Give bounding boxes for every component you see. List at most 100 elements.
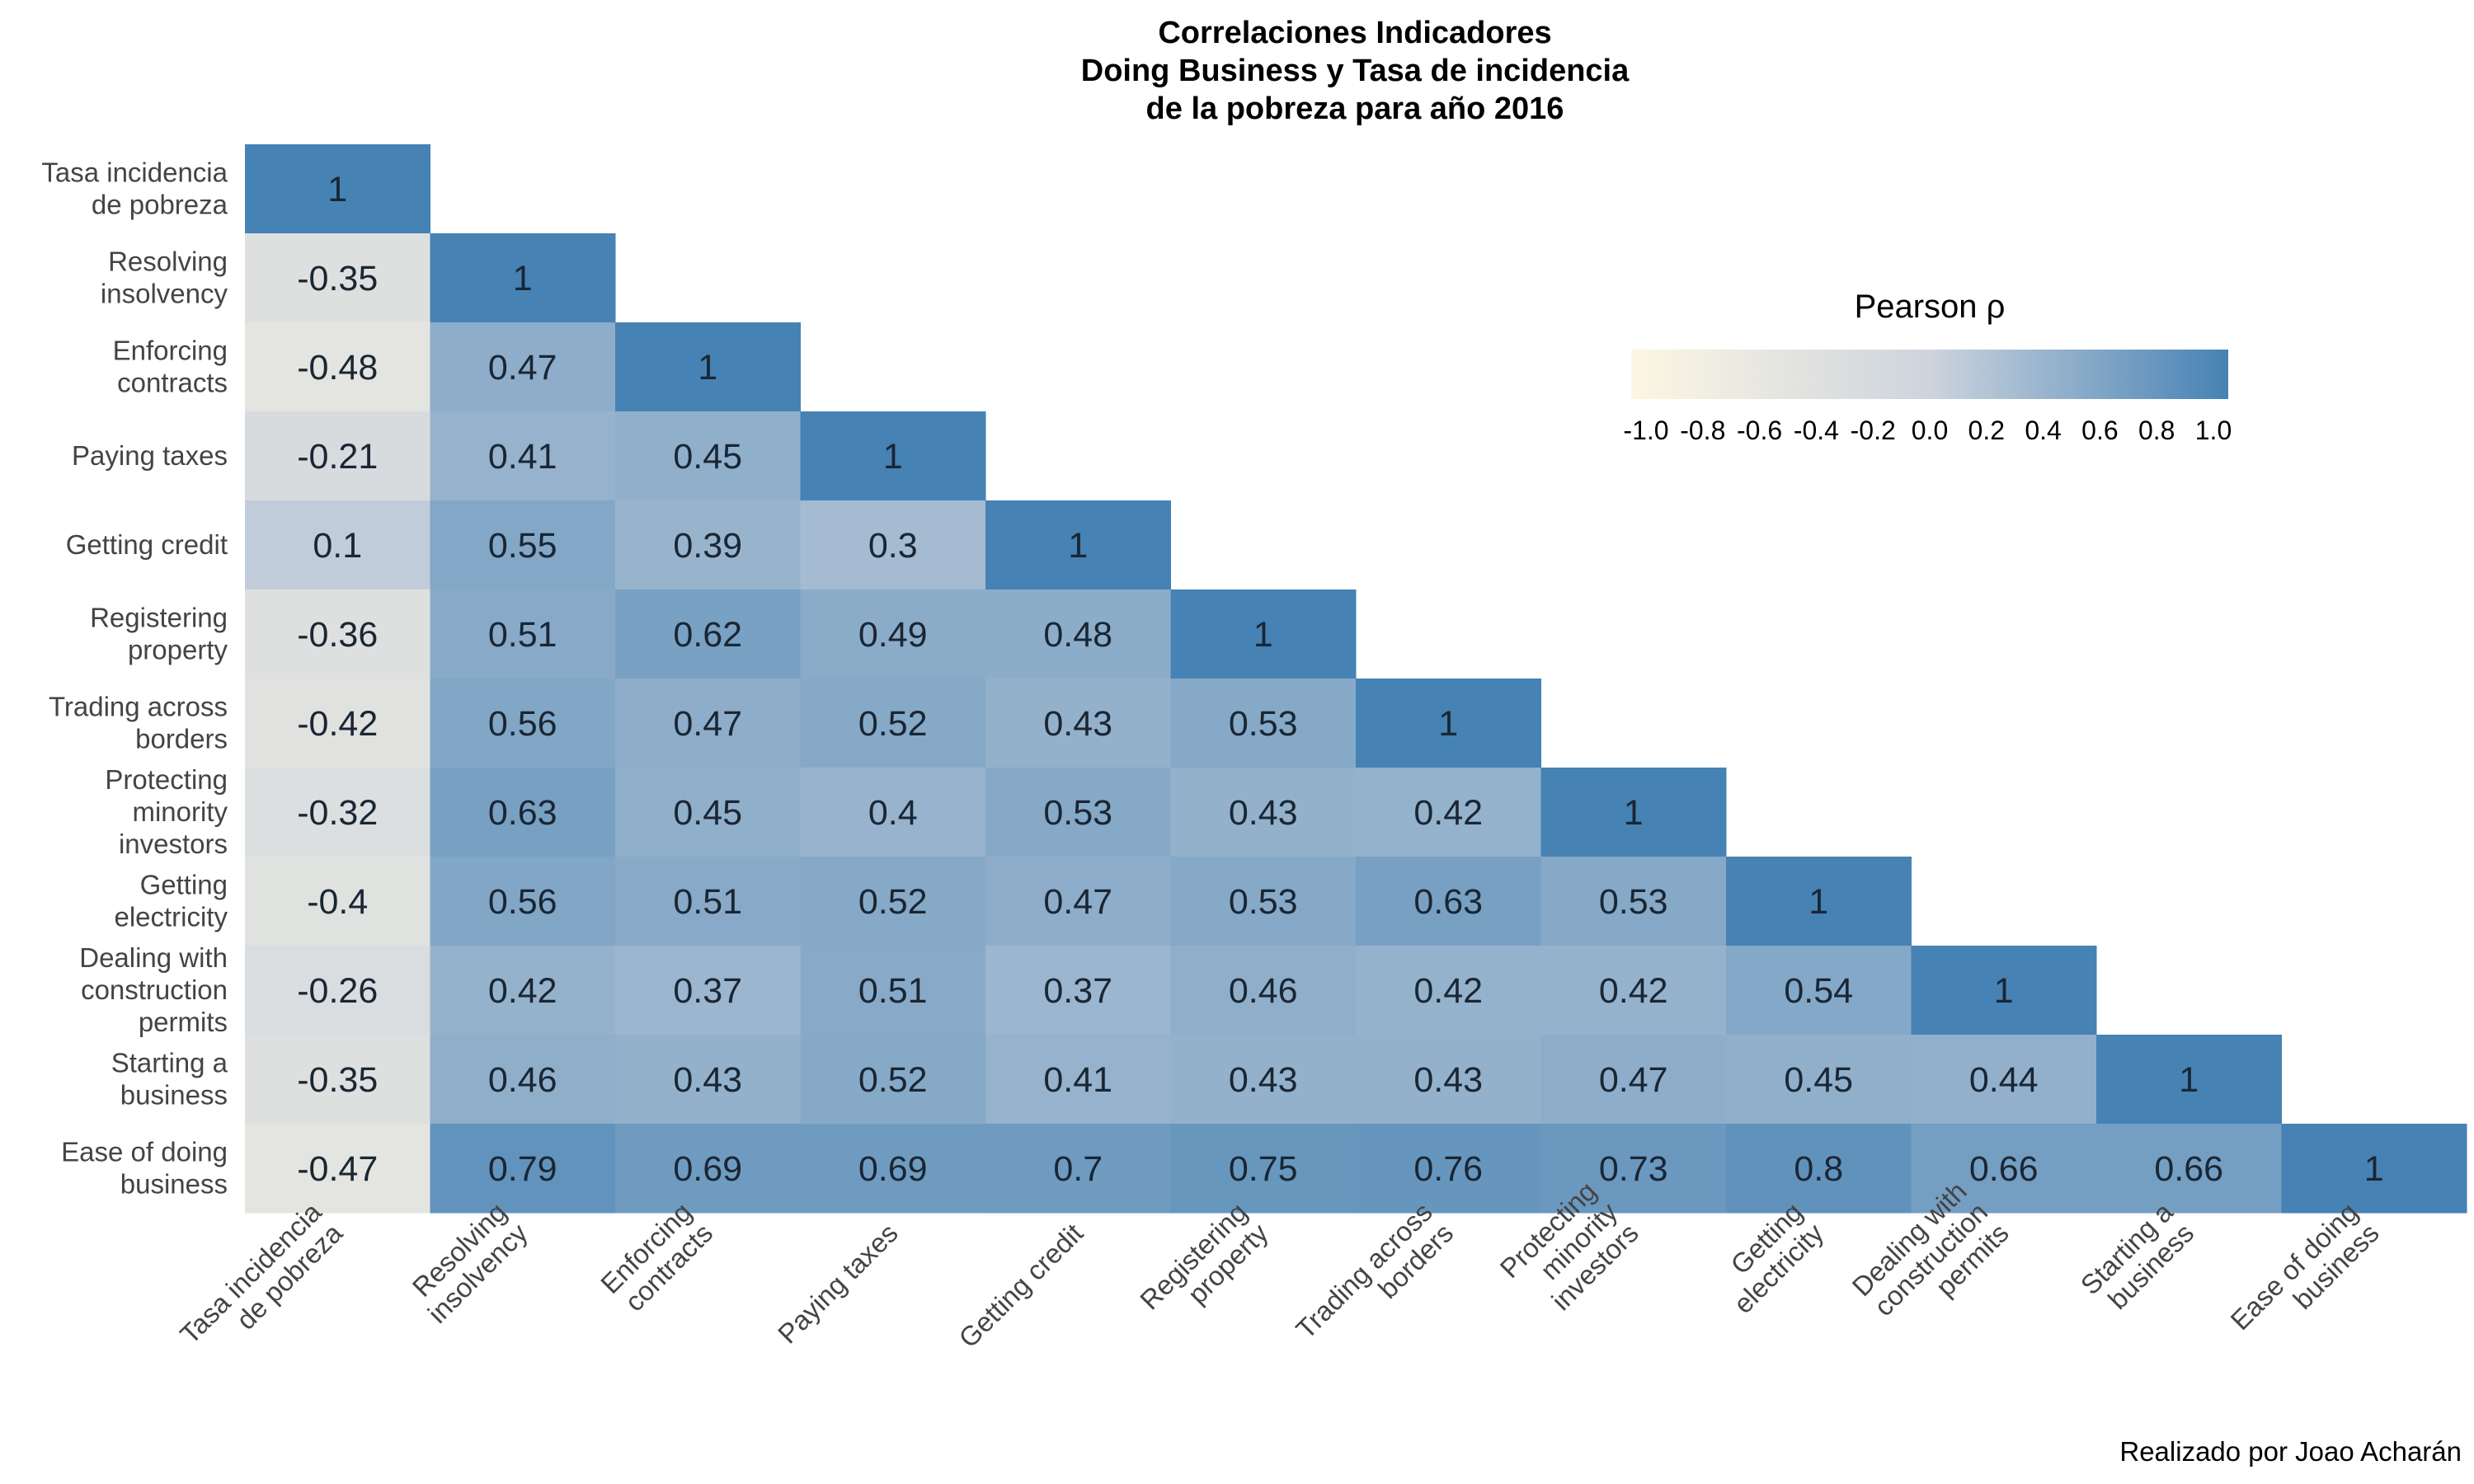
cell-value-label: -0.47 bbox=[297, 1149, 378, 1189]
heatmap-cell bbox=[800, 1035, 986, 1125]
heatmap-cell bbox=[245, 857, 430, 946]
cell-value-label: 0.45 bbox=[1784, 1060, 1853, 1100]
cell-value-label: 1 bbox=[1438, 704, 1458, 744]
heatmap-cell bbox=[1356, 679, 1541, 768]
chart-title-line: de la pobreza para año 2016 bbox=[1146, 92, 1564, 126]
heatmap-cell bbox=[800, 411, 986, 501]
cell-value-label: 0.43 bbox=[1043, 704, 1112, 744]
heatmap-cell bbox=[1540, 1124, 1727, 1214]
cell-value-label: 0.43 bbox=[1229, 1060, 1298, 1100]
cell-value-label: -0.21 bbox=[297, 437, 378, 477]
chart-caption: Realizado por Joao Acharán bbox=[2119, 1436, 2462, 1467]
cell-value-label: 0.55 bbox=[488, 526, 557, 566]
heatmap-cell bbox=[245, 144, 430, 234]
cell-value-label: 1 bbox=[1068, 526, 1088, 566]
cell-value-label: 0.42 bbox=[488, 971, 557, 1011]
heatmap-cell bbox=[2096, 1124, 2282, 1214]
heatmap-cell bbox=[615, 857, 801, 946]
heatmap-cell bbox=[615, 411, 801, 501]
cell-value-label: 0.46 bbox=[1229, 971, 1298, 1011]
cell-value-label: 0.48 bbox=[1043, 615, 1112, 655]
heatmap-cell bbox=[1540, 946, 1727, 1036]
heatmap-cell bbox=[985, 857, 1171, 946]
row-label: electricity bbox=[114, 902, 228, 932]
heatmap-cell bbox=[615, 1035, 801, 1125]
cell-value-label: 1 bbox=[2364, 1149, 2384, 1189]
cell-value-label: 0.41 bbox=[488, 437, 557, 477]
cell-value-label: 0.7 bbox=[1053, 1149, 1103, 1189]
heatmap-cell bbox=[615, 589, 801, 679]
cell-value-label: 0.79 bbox=[488, 1149, 557, 1189]
heatmap-cell bbox=[1356, 857, 1541, 946]
heatmap-cell bbox=[1356, 768, 1541, 857]
cell-value-label: 0.54 bbox=[1784, 971, 1853, 1011]
row-label: Registering bbox=[90, 603, 228, 633]
cell-value-label: 0.42 bbox=[1599, 971, 1668, 1011]
row-label: property bbox=[128, 635, 228, 665]
cell-value-label: 0.73 bbox=[1599, 1149, 1668, 1189]
row-label: business bbox=[120, 1080, 228, 1111]
heatmap-cell bbox=[800, 857, 986, 946]
heatmap-cell bbox=[1540, 768, 1727, 857]
row-label: minority bbox=[132, 796, 228, 827]
cell-value-label: 0.1 bbox=[313, 526, 362, 566]
cell-value-label: 0.53 bbox=[1229, 704, 1298, 744]
cell-value-label: 0.43 bbox=[1229, 793, 1298, 833]
cell-value-label: -0.35 bbox=[297, 1060, 378, 1100]
heatmap-cell bbox=[615, 679, 801, 768]
column-label-line: Getting credit bbox=[952, 1218, 1089, 1354]
heatmap-cell bbox=[245, 1035, 430, 1125]
cell-value-label: 0.37 bbox=[1043, 971, 1112, 1011]
cell-value-label: 0.47 bbox=[488, 348, 557, 387]
cell-value-label: 0.43 bbox=[1413, 1060, 1483, 1100]
chart-title-line: Doing Business y Tasa de incidencia bbox=[1081, 54, 1630, 88]
cell-value-label: 0.66 bbox=[1969, 1149, 2039, 1189]
row-label: permits bbox=[139, 1007, 228, 1037]
cell-value-label: 1 bbox=[513, 259, 533, 298]
heatmap-cell bbox=[985, 589, 1171, 679]
cell-value-label: 0.41 bbox=[1043, 1060, 1112, 1100]
cell-value-label: 0.43 bbox=[673, 1060, 742, 1100]
cell-value-label: 0.63 bbox=[1413, 882, 1483, 922]
cell-value-label: 0.63 bbox=[488, 793, 557, 833]
row-label: Resolving bbox=[108, 247, 228, 277]
heatmap-cell bbox=[1540, 857, 1727, 946]
heatmap-cell bbox=[985, 946, 1171, 1036]
cell-value-label: -0.26 bbox=[297, 971, 378, 1011]
row-label: investors bbox=[119, 829, 228, 859]
heatmap-cell bbox=[430, 1124, 616, 1214]
cell-value-label: -0.32 bbox=[297, 793, 378, 833]
legend-tick-label: 0.8 bbox=[2138, 416, 2175, 445]
heatmap-cell bbox=[245, 1124, 430, 1214]
heatmap-cell bbox=[985, 1124, 1171, 1214]
cell-value-label: 1 bbox=[327, 170, 347, 209]
cell-value-label: 0.69 bbox=[673, 1149, 742, 1189]
cell-value-label: 0.39 bbox=[673, 526, 742, 566]
heatmap-cell bbox=[1170, 1124, 1357, 1214]
heatmap-cells: 1-0.35 1-0.48 0.47 1-0.21 0.41 0.45 10.1 0.55 0.… bbox=[245, 144, 2467, 1214]
heatmap-cell bbox=[800, 768, 986, 857]
row-label: Getting bbox=[140, 870, 228, 900]
heatmap-cell bbox=[1170, 589, 1357, 679]
heatmap-cell bbox=[430, 768, 616, 857]
row-label: Starting a bbox=[111, 1048, 228, 1078]
cell-value-label: 1 bbox=[1808, 882, 1828, 922]
heatmap-cell bbox=[985, 1035, 1171, 1125]
legend-tick-label: 0.0 bbox=[1912, 416, 1948, 445]
row-label: Ease of doing bbox=[61, 1137, 228, 1167]
cell-value-label: 0.47 bbox=[1599, 1060, 1668, 1100]
column-label: Getting credit bbox=[952, 1218, 1089, 1354]
chart-title: Correlaciones Indicadores Doing Business … bbox=[1081, 16, 1630, 126]
cell-value-label: 0.45 bbox=[673, 793, 742, 833]
cell-value-label: 0.75 bbox=[1229, 1149, 1298, 1189]
heatmap-cell bbox=[1170, 946, 1357, 1036]
heatmap-cell bbox=[245, 768, 430, 857]
heatmap-cell bbox=[430, 411, 616, 501]
row-label: construction bbox=[81, 974, 228, 1005]
cell-value-label: 0.52 bbox=[858, 1060, 928, 1100]
cell-value-label: 0.62 bbox=[673, 615, 742, 655]
heatmap-cell bbox=[2281, 1124, 2467, 1214]
